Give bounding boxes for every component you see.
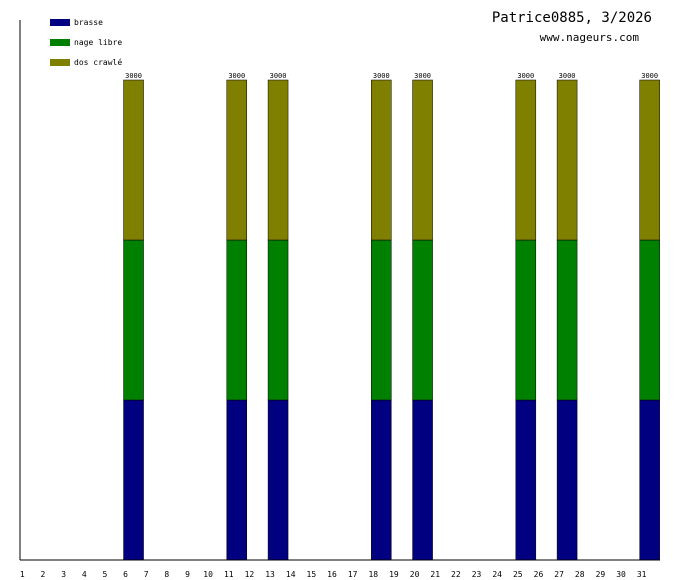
bar-segment-day-27-series-0 xyxy=(556,399,578,561)
x-tick-label-31: 31 xyxy=(637,570,647,579)
x-tick-label-7: 7 xyxy=(144,570,149,579)
bar-segment-day-25-series-2 xyxy=(515,79,537,241)
bar-segment-day-18-series-2 xyxy=(371,79,392,241)
x-tick-label-9: 9 xyxy=(185,570,190,579)
bar-segment-day-27-series-2 xyxy=(556,79,578,241)
x-tick-label-22: 22 xyxy=(451,570,461,579)
bar-total-day-27: 3000 xyxy=(559,72,576,80)
legend-label-0: brasse xyxy=(74,18,103,27)
bar-total-day-25: 3000 xyxy=(517,72,534,80)
x-tick-label-19: 19 xyxy=(389,570,399,579)
bar-segment-day-13-series-0 xyxy=(267,399,289,561)
legend-swatch-1 xyxy=(50,39,70,46)
x-tick-label-1: 1 xyxy=(20,570,25,579)
bars-group xyxy=(123,79,660,561)
bar-segment-day-20-series-2 xyxy=(412,79,433,241)
bar-segment-day-20-series-0 xyxy=(412,399,433,561)
legend: brasse nage libre dos crawlé xyxy=(50,18,122,67)
x-tick-label-14: 14 xyxy=(286,570,296,579)
x-tick-label-27: 27 xyxy=(554,570,564,579)
x-tick-label-24: 24 xyxy=(492,570,502,579)
bar-segment-day-11-series-0 xyxy=(226,399,248,561)
bar-totals-group: 3000 3000 3000 3000 3000 3000 3000 3000 xyxy=(125,72,658,80)
bar-segment-day-6-series-0 xyxy=(123,399,144,561)
bar-segment-day-11-series-1 xyxy=(226,239,248,401)
x-tick-label-6: 6 xyxy=(123,570,128,579)
x-tick-label-15: 15 xyxy=(307,570,317,579)
bar-segment-day-31-series-1 xyxy=(639,239,660,401)
x-tick-label-28: 28 xyxy=(575,570,585,579)
bar-segment-day-20-series-1 xyxy=(412,239,433,401)
x-tick-label-4: 4 xyxy=(82,570,87,579)
legend-swatch-0 xyxy=(50,19,70,26)
x-tick-label-8: 8 xyxy=(164,570,169,579)
x-tick-label-2: 2 xyxy=(41,570,46,579)
bar-segment-day-18-series-0 xyxy=(371,399,392,561)
bar-total-day-6: 3000 xyxy=(125,72,142,80)
x-tick-label-10: 10 xyxy=(203,570,213,579)
bar-total-day-18: 3000 xyxy=(373,72,390,80)
bar-total-day-11: 3000 xyxy=(228,72,245,80)
bar-segment-day-31-series-0 xyxy=(639,399,660,561)
x-tick-label-12: 12 xyxy=(245,570,255,579)
bar-total-day-31: 3000 xyxy=(641,72,658,80)
chart-subtitle: www.nageurs.com xyxy=(540,31,640,44)
x-tick-label-18: 18 xyxy=(368,570,378,579)
chart-title: Patrice0885, 3/2026 xyxy=(492,10,652,26)
x-tick-label-11: 11 xyxy=(224,570,234,579)
bar-segment-day-13-series-2 xyxy=(267,79,289,241)
x-tick-label-20: 20 xyxy=(410,570,420,579)
x-tick-label-23: 23 xyxy=(472,570,482,579)
bar-total-day-20: 3000 xyxy=(414,72,431,80)
bar-segment-day-27-series-1 xyxy=(556,239,578,401)
bar-segment-day-18-series-1 xyxy=(371,239,392,401)
x-tick-label-13: 13 xyxy=(265,570,275,579)
legend-label-2: dos crawlé xyxy=(74,57,122,67)
x-tick-label-16: 16 xyxy=(327,570,337,579)
x-tick-label-25: 25 xyxy=(513,570,523,579)
x-tick-labels: 1 2 3 4 5 6 7 8 9 10 11 12 13 14 15 16 17 18 19 20 21 22 23 24 2… xyxy=(20,570,647,579)
x-tick-label-21: 21 xyxy=(430,570,440,579)
bar-total-day-13: 3000 xyxy=(270,72,287,80)
x-tick-label-29: 29 xyxy=(596,570,606,579)
bar-segment-day-11-series-2 xyxy=(226,79,248,241)
bar-segment-day-6-series-2 xyxy=(123,79,144,241)
x-tick-label-5: 5 xyxy=(102,570,107,579)
bar-segment-day-6-series-1 xyxy=(123,239,144,401)
x-tick-label-3: 3 xyxy=(61,570,66,579)
bar-segment-day-13-series-1 xyxy=(267,239,289,401)
bar-segment-day-25-series-1 xyxy=(515,239,537,401)
legend-label-1: nage libre xyxy=(74,38,122,47)
x-tick-label-17: 17 xyxy=(348,570,358,579)
bar-segment-day-25-series-0 xyxy=(515,399,537,561)
x-tick-label-26: 26 xyxy=(534,570,544,579)
legend-swatch-2 xyxy=(50,59,70,66)
bar-segment-day-31-series-2 xyxy=(639,79,660,241)
x-tick-label-30: 30 xyxy=(616,570,626,579)
